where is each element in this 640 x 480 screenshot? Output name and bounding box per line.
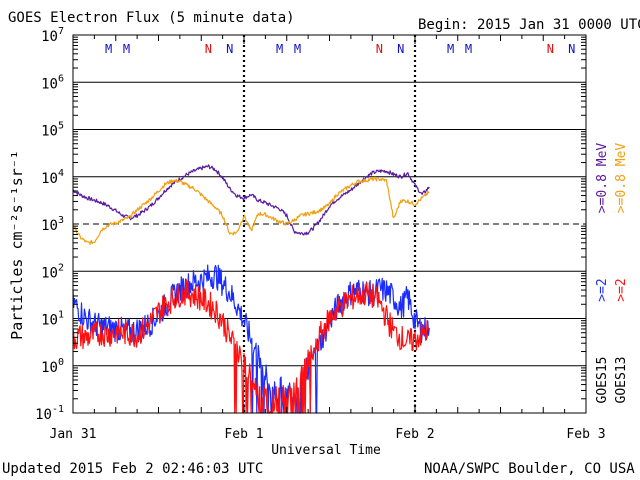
y-tick-label: 104	[41, 168, 64, 187]
top-marker: N	[226, 42, 233, 56]
legend-entry: GOES15	[595, 357, 610, 404]
x-axis-label: Universal Time	[271, 443, 381, 458]
begin-time-label: Begin: 2015 Jan 31 0000 UTC	[418, 17, 640, 33]
x-tick-label: Feb 2	[395, 427, 434, 442]
plot-frame	[72, 34, 587, 414]
series-line	[72, 279, 430, 414]
top-marker: M	[447, 42, 454, 56]
y-tick-label: 105	[41, 121, 64, 140]
top-marker: N	[397, 42, 404, 56]
y-tick-label: 106	[41, 73, 64, 92]
legend-entry: >=2	[614, 278, 629, 301]
updated-timestamp: Updated 2015 Feb 2 02:46:03 UTC	[2, 461, 264, 477]
y-axis-ticks: 10-1 100 101 102 103 104 105 106 107	[35, 26, 586, 423]
y-tick-label: 10-1	[35, 404, 64, 423]
top-marker: M	[465, 42, 472, 56]
x-axis-ticks: Jan 31 Feb 1 Feb 2 Feb 3	[50, 35, 606, 442]
y-tick-label: 102	[41, 262, 64, 281]
y-tick-label: 100	[41, 357, 64, 376]
chart-title: GOES Electron Flux (5 minute data)	[8, 10, 295, 26]
y-tick-label: 103	[41, 215, 64, 234]
credit-label: NOAA/SWPC Boulder, CO USA	[424, 461, 635, 477]
series-line	[72, 176, 430, 245]
y-tick-label: 101	[41, 310, 64, 329]
legend-entry: >=2	[595, 278, 610, 301]
top-marker: M	[294, 42, 301, 56]
top-marker: N	[376, 42, 383, 56]
x-tick-label: Feb 1	[224, 427, 263, 442]
top-marker: M	[123, 42, 130, 56]
x-tick-label: Feb 3	[566, 427, 605, 442]
x-tick-label: Jan 31	[50, 427, 97, 442]
series-group	[72, 164, 430, 414]
legend-entry: >=0.8 MeV	[614, 143, 629, 214]
top-marker: M	[105, 42, 112, 56]
right-legend: >=0.8 MeV >=0.8 MeV >=2 >=2 GOES13 GOES15	[595, 143, 629, 404]
legend-entry: GOES13	[614, 357, 629, 404]
legend-entry: >=0.8 MeV	[595, 143, 610, 214]
top-marker: N	[205, 42, 212, 56]
top-marker: N	[547, 42, 554, 56]
y-tick-label: 107	[41, 26, 64, 45]
series-line	[72, 164, 430, 236]
top-marker: N	[568, 42, 575, 56]
top-marker: M	[276, 42, 283, 56]
grid-lines	[73, 35, 586, 413]
y-axis-label: Particles cm⁻²s⁻¹sr⁻¹	[8, 150, 26, 340]
